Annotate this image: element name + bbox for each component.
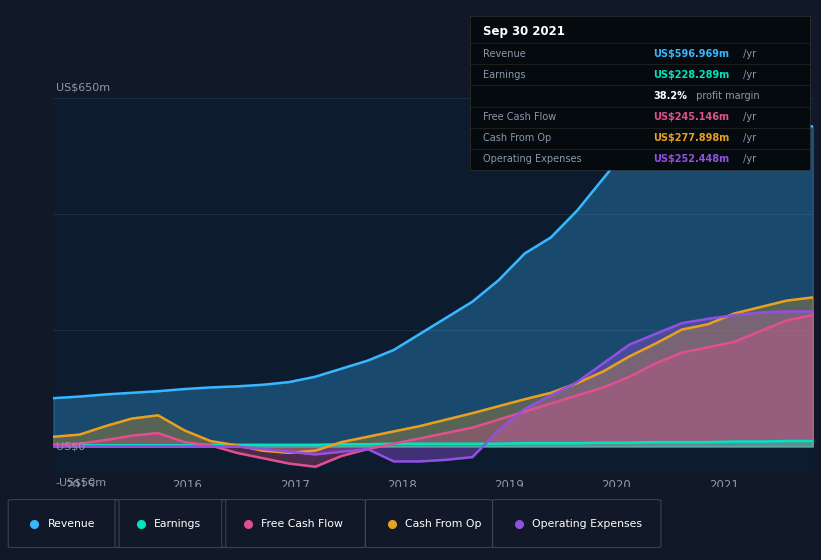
Text: US$650m: US$650m — [56, 82, 110, 92]
Text: -US$50m: -US$50m — [56, 477, 107, 487]
Text: /yr: /yr — [740, 70, 756, 80]
Text: Free Cash Flow: Free Cash Flow — [484, 112, 557, 122]
Text: 38.2%: 38.2% — [654, 91, 687, 101]
Text: Operating Expenses: Operating Expenses — [532, 519, 642, 529]
Text: Revenue: Revenue — [484, 49, 526, 59]
Text: /yr: /yr — [740, 154, 756, 164]
Text: US$228.289m: US$228.289m — [654, 70, 730, 80]
Text: /yr: /yr — [740, 49, 756, 59]
Text: Cash From Op: Cash From Op — [405, 519, 481, 529]
Text: profit margin: profit margin — [693, 91, 759, 101]
Text: /yr: /yr — [740, 112, 756, 122]
Text: US$596.969m: US$596.969m — [654, 49, 730, 59]
Text: Revenue: Revenue — [48, 519, 95, 529]
Text: US$277.898m: US$277.898m — [654, 133, 730, 143]
Text: US$245.146m: US$245.146m — [654, 112, 730, 122]
Text: /yr: /yr — [740, 133, 756, 143]
Text: Cash From Op: Cash From Op — [484, 133, 552, 143]
Text: Operating Expenses: Operating Expenses — [484, 154, 582, 164]
Text: Earnings: Earnings — [484, 70, 525, 80]
Text: US$0: US$0 — [56, 441, 85, 451]
Text: Sep 30 2021: Sep 30 2021 — [484, 25, 565, 38]
Text: US$252.448m: US$252.448m — [654, 154, 730, 164]
Text: Free Cash Flow: Free Cash Flow — [261, 519, 343, 529]
Text: Earnings: Earnings — [154, 519, 201, 529]
